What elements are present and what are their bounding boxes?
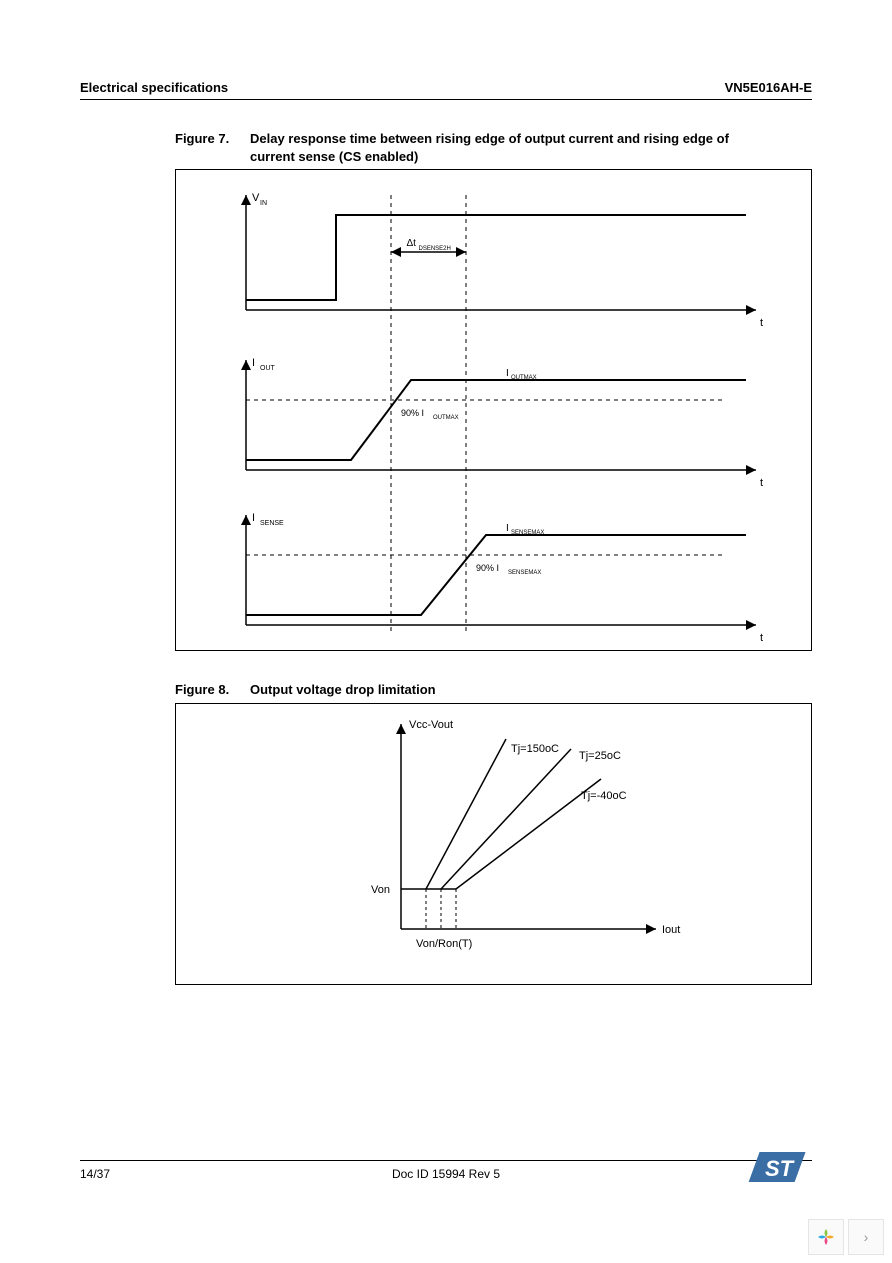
figure7-title: Delay response time between rising edge … — [250, 130, 770, 165]
svg-text:V: V — [252, 192, 260, 204]
figure8-box: Vcc-Vout Iout Von Von/Ron(T) Tj=150oC Tj=25oC… — [175, 703, 812, 985]
svg-text:DSENSE2H: DSENSE2H — [419, 246, 451, 252]
st-logo: ST — [747, 1148, 807, 1193]
figure8-title: Output voltage drop limitation — [250, 681, 770, 699]
svg-text:OUT: OUT — [260, 365, 276, 372]
figure7-number: Figure 7. — [175, 130, 250, 148]
page-header: Electrical specifications VN5E016AH-E — [80, 80, 812, 100]
doc-id: Doc ID 15994 Rev 5 — [80, 1167, 812, 1181]
svg-text:90% I: 90% I — [401, 408, 424, 418]
product-code: VN5E016AH-E — [725, 80, 812, 95]
svg-text:Tj=25oC: Tj=25oC — [579, 750, 621, 762]
svg-text:Δt: Δt — [407, 238, 417, 249]
chevron-right-icon: › — [864, 1229, 869, 1245]
svg-text:I: I — [252, 357, 255, 369]
svg-text:Von/Ron(T): Von/Ron(T) — [416, 938, 472, 950]
svg-text:t: t — [760, 632, 763, 644]
svg-text:SENSEMAX: SENSEMAX — [508, 570, 541, 576]
figure8-number: Figure 8. — [175, 681, 250, 699]
svg-text:OUTMAX: OUTMAX — [511, 375, 537, 381]
svg-text:I: I — [506, 523, 509, 534]
svg-text:SENSEMAX: SENSEMAX — [511, 530, 544, 536]
svg-text:t: t — [760, 317, 763, 329]
section-title: Electrical specifications — [80, 80, 228, 95]
svg-text:90% I: 90% I — [476, 563, 499, 573]
svg-text:Tj=-40oC: Tj=-40oC — [581, 790, 627, 802]
svg-text:I: I — [252, 512, 255, 524]
svg-text:OUTMAX: OUTMAX — [433, 415, 459, 421]
figure8-chart: Vcc-Vout Iout Von Von/Ron(T) Tj=150oC Tj=25oC… — [176, 704, 811, 984]
svg-text:IN: IN — [260, 200, 267, 207]
svg-text:Von: Von — [371, 884, 390, 896]
figure8-caption: Figure 8.Output voltage drop limitation — [175, 681, 812, 699]
page-footer: 14/37 Doc ID 15994 Rev 5 — [80, 1160, 812, 1167]
svg-text:Vcc-Vout: Vcc-Vout — [409, 719, 453, 731]
svg-text:Tj=150oC: Tj=150oC — [511, 743, 559, 755]
viewer-controls: › — [808, 1219, 884, 1255]
figure7-caption: Figure 7.Delay response time between ris… — [175, 130, 812, 165]
svg-text:ST: ST — [765, 1156, 795, 1181]
viewer-logo-icon[interactable] — [808, 1219, 844, 1255]
figure7-diagram: VINtΔtDSENSE2HIOUTtIOUTMAX90% IOUTMAXISE… — [176, 170, 811, 650]
svg-text:Iout: Iout — [662, 924, 680, 936]
svg-text:I: I — [506, 368, 509, 379]
svg-text:SENSE: SENSE — [260, 520, 284, 527]
figure7-box: VINtΔtDSENSE2HIOUTtIOUTMAX90% IOUTMAXISE… — [175, 169, 812, 651]
next-page-button[interactable]: › — [848, 1219, 884, 1255]
svg-text:t: t — [760, 477, 763, 489]
